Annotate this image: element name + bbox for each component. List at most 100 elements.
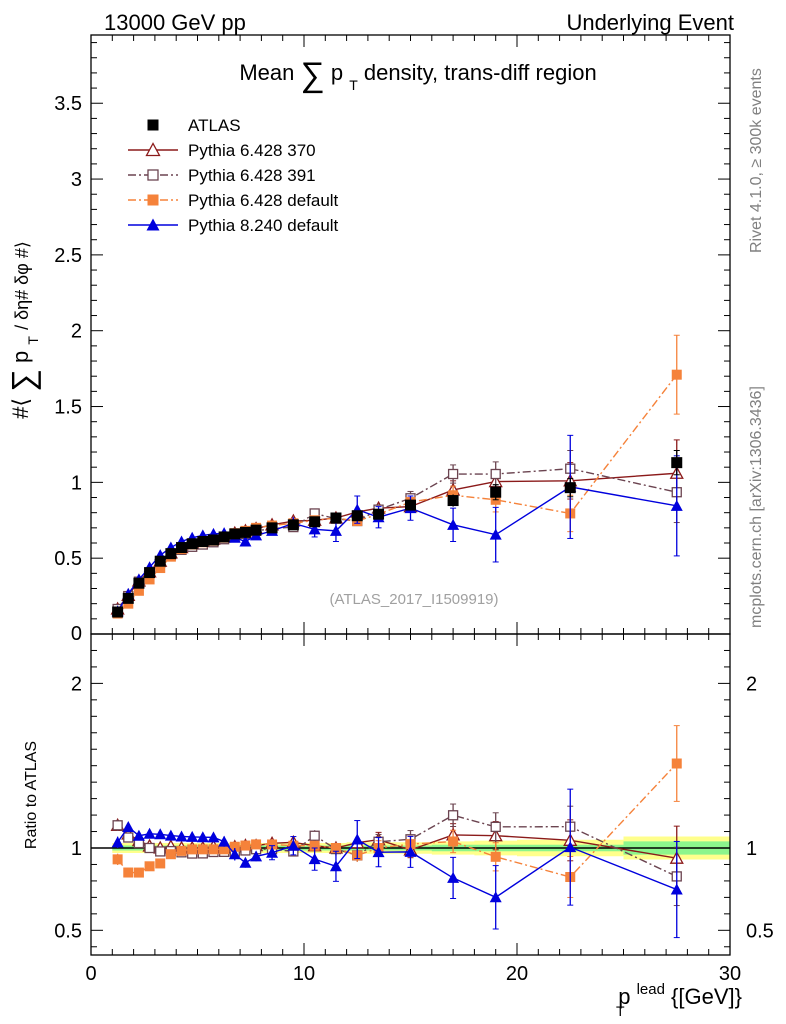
legend-marker [147, 169, 159, 181]
series-pythia-6-428-default [112, 334, 682, 619]
title-sub: T [349, 77, 358, 93]
ratio-point [670, 883, 683, 895]
legend-item: Pythia 6.428 391 [128, 166, 316, 185]
ratio-point [251, 839, 262, 850]
ratio-point [175, 830, 188, 842]
ratio-point [165, 849, 176, 860]
xlabel-sub: T [616, 1003, 625, 1019]
ratio-point [447, 810, 459, 821]
y-tick-label: 2.5 [54, 245, 82, 267]
data-point [239, 526, 251, 538]
series-pythia-8-240-default [111, 434, 683, 617]
ylabel-open: #⟨ [8, 398, 33, 419]
x-tick-label: 20 [506, 963, 528, 985]
ratio-point [207, 831, 220, 843]
ratio-tick-label-right: 2 [746, 673, 757, 695]
rivet-label: Rivet 4.1.0, ≥ 300k events [748, 68, 765, 253]
data-point [447, 518, 460, 530]
chart-title: Mean ∑ p T density, trans-diff region [239, 56, 596, 95]
ylabel-rest: / δη# δφ #⟩ [12, 241, 32, 330]
ratio-point [187, 844, 198, 855]
ratio-point [123, 832, 134, 843]
x-tick-label: 10 [293, 963, 315, 985]
main-panel: 0.5 1 1.5 2 2.5 3 3.5 0 [54, 34, 731, 645]
data-point [447, 468, 459, 480]
data-point [671, 369, 682, 380]
data-point [266, 522, 278, 534]
data-point [308, 523, 321, 535]
ratio-point [329, 860, 342, 872]
legend-label: Pythia 8.240 default [188, 216, 339, 235]
main-axis-ticks: 0.5 1 1.5 2 2.5 3 3.5 0 [54, 35, 731, 645]
data-point [490, 486, 502, 498]
ratio-point [309, 830, 320, 841]
ratio-point [250, 850, 263, 862]
title-sum-symbol: ∑ [300, 56, 324, 94]
ratio-point [112, 854, 123, 865]
ratio-point [490, 851, 501, 862]
data-point [330, 512, 342, 524]
data-point [373, 508, 385, 520]
ratio-point [671, 758, 682, 769]
series-atlas [112, 450, 683, 618]
y-tick-label: 1 [71, 472, 82, 494]
ratio-point [164, 829, 177, 841]
y-tick-label: 3 [71, 169, 82, 191]
title-mean: Mean [239, 60, 294, 85]
legend-label: Pythia 6.428 370 [188, 141, 316, 160]
data-point [154, 555, 166, 567]
ratio-point [196, 831, 209, 843]
ratio-point [197, 844, 208, 855]
y-tick-label: 2 [71, 321, 82, 343]
ratio-point [176, 845, 187, 856]
legend-marker [145, 142, 161, 157]
ratio-point [155, 846, 166, 857]
ratio-tick-label-right: 0.5 [746, 920, 774, 942]
ratio-point [287, 839, 300, 851]
y-tick-label: 0.5 [54, 548, 82, 570]
ratio-frame [90, 633, 731, 956]
ylabel-sum: ∑ [5, 369, 41, 392]
legend-item: ATLAS [147, 116, 241, 135]
title-rest: density, trans-diff region [364, 60, 597, 85]
ratio-point [308, 853, 321, 865]
legend-marker [146, 218, 160, 231]
ratio-point [351, 833, 364, 845]
data-point [287, 519, 299, 531]
data-point [133, 585, 144, 596]
data-point [671, 457, 683, 469]
ylabel-p: p [8, 351, 33, 363]
legend-item: Pythia 6.428 370 [128, 141, 316, 160]
data-point [239, 535, 252, 547]
ratio-point [122, 820, 135, 832]
data-point [229, 528, 241, 540]
ratio-point [154, 828, 167, 840]
legend-item: Pythia 8.240 default [128, 216, 339, 235]
data-point [490, 468, 501, 480]
legend-label: ATLAS [188, 116, 241, 135]
data-point [197, 535, 209, 547]
legend-item: Pythia 6.428 default [128, 191, 339, 210]
ratio-point [132, 829, 145, 841]
data-point [250, 524, 262, 536]
main-y-label: #⟨ ∑ p T / δη# δφ #⟩ [5, 241, 43, 419]
ratio-point [239, 856, 252, 868]
ratio-point [448, 836, 459, 847]
y-tick-label-zero: 0 [71, 623, 82, 645]
ratio-series-pythia-8-240-default [111, 788, 683, 939]
data-point [405, 499, 416, 511]
x-axis-label: p lead {[GeV]} [618, 974, 742, 1009]
ratio-point [112, 820, 123, 831]
data-point [133, 577, 145, 589]
ratio-point [133, 867, 144, 878]
ratio-tick-label-right: 1 [746, 838, 757, 860]
ratio-data-layer [91, 725, 730, 939]
data-point [489, 528, 502, 540]
ratio-point [229, 841, 240, 852]
series-pythia-6-428-391 [112, 450, 682, 615]
y-tick-label: 1.5 [54, 397, 82, 419]
ratio-point [144, 842, 155, 854]
ratio-point [155, 858, 166, 869]
ratio-point [404, 845, 417, 857]
ratio-tick-label: 1 [71, 838, 82, 860]
